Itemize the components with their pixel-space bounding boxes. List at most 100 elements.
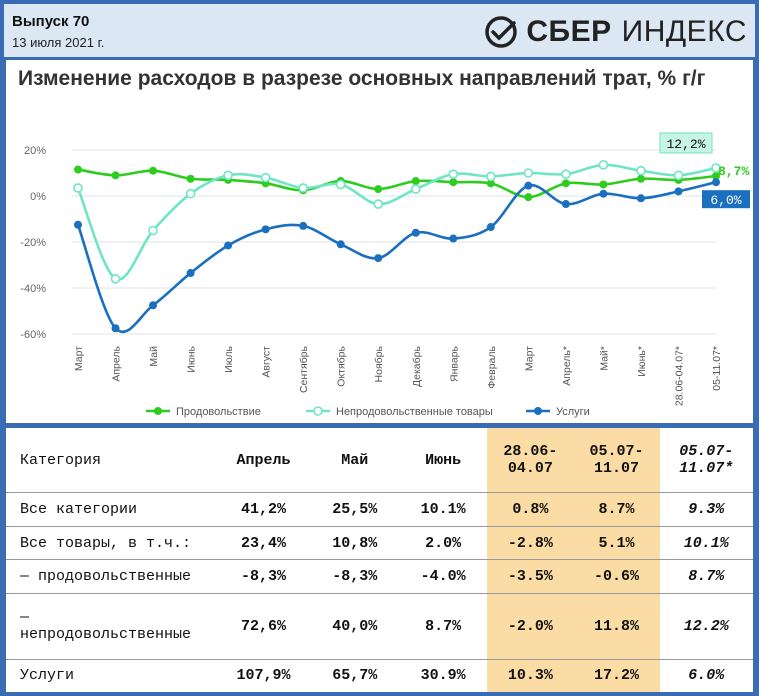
series-line	[77, 168, 717, 199]
report-header: Выпуск 70 13 июля 2021 г. СБЕР ИНДЕКС	[4, 4, 755, 57]
data-point	[712, 171, 720, 180]
data-point	[599, 189, 608, 198]
x-tick-label: Июнь	[186, 345, 198, 372]
column-header: 05.07- 11.07	[573, 428, 660, 493]
table-row: Все категории 41,2% 25,5% 10.1% 0.8% 8.7% 9.3%	[6, 492, 753, 527]
x-tick-label: Февраль	[486, 345, 498, 388]
data-point	[111, 324, 120, 333]
table-cell: -3.5%	[487, 559, 574, 594]
table-cell: 8.7%	[573, 492, 660, 527]
issue-number: Выпуск 70	[12, 13, 90, 30]
legend-label: Продовольствие	[176, 406, 261, 418]
legend-swatch-marker	[534, 407, 542, 415]
x-tick-label: Май	[148, 346, 160, 367]
column-header: 28.06- 04.07	[487, 428, 574, 493]
data-point	[74, 220, 82, 229]
legend-label: Услуги	[556, 406, 590, 418]
series-line	[76, 180, 717, 333]
data-point	[486, 171, 496, 182]
data-point	[336, 240, 345, 249]
services-end-label-box	[702, 190, 750, 209]
table-row: Все товары, в т.ч.: 23,4% 10,8% 2.0% -2.8% 5.…	[6, 525, 753, 560]
data-point	[148, 225, 158, 236]
data-point	[224, 241, 233, 250]
legend-swatch-marker	[313, 406, 323, 416]
data-point	[185, 188, 196, 199]
table-cell: 10,8%	[310, 525, 399, 560]
table-cell: -0.6%	[573, 559, 660, 594]
data-point	[561, 179, 570, 188]
table-cell: 2.0%	[398, 525, 488, 560]
data-point	[636, 165, 646, 176]
data-point	[299, 221, 308, 230]
table-cell: 30.9%	[398, 658, 488, 692]
table-cell: 10.3%	[487, 658, 574, 692]
data-point	[373, 199, 384, 209]
data-point	[636, 174, 645, 183]
row-category: Все категории	[6, 492, 217, 527]
data-point	[598, 160, 609, 170]
data-point	[712, 178, 720, 187]
line-chart: 20% 0% -20% -40% -60% Март Апрель Май Июнь Июль Ав…	[20, 132, 750, 418]
data-point	[223, 170, 233, 181]
data-point	[561, 200, 570, 209]
data-point	[449, 234, 458, 243]
food-end-label: 8,7%	[718, 164, 749, 179]
data-point	[486, 223, 495, 232]
data-point	[448, 169, 459, 179]
data-point	[411, 177, 420, 186]
table-cell: -4.0%	[398, 559, 488, 594]
logo-index-text: ИНДЕКС	[621, 15, 747, 48]
table-cell: 11.8%	[573, 593, 660, 660]
x-tick-label: Март	[523, 346, 535, 371]
table-cell: 5.1%	[573, 525, 660, 560]
y-tick-label: -40%	[20, 283, 46, 295]
data-point	[149, 301, 158, 310]
y-tick-label: -20%	[20, 237, 46, 249]
x-tick-label: Август	[261, 346, 273, 378]
table-cell: -2.8%	[487, 525, 574, 560]
x-tick-label: Январь	[448, 345, 460, 382]
data-point	[486, 179, 495, 188]
row-category: Услуги	[6, 658, 217, 692]
y-tick-label: -60%	[20, 329, 46, 341]
table-cell: 6.0%	[659, 658, 753, 692]
data-point	[523, 168, 534, 178]
data-point	[711, 163, 721, 173]
summary-table: Категория Апрель Май Июнь 28.06- 04.07 05.07- 1…	[6, 428, 753, 692]
legend-label: Непродовольственные товары	[336, 406, 493, 418]
services-end-label: 6,0%	[710, 193, 741, 208]
data-point	[260, 172, 271, 183]
table-cell: 12.2%	[659, 593, 753, 660]
x-tick-label: Июль	[223, 345, 235, 372]
x-tick-label: Май*	[598, 346, 610, 371]
table-cell: -2.0%	[487, 593, 574, 660]
table-cell: 65,7%	[310, 658, 399, 692]
row-category: Все товары, в т.ч.:	[6, 525, 217, 560]
data-point	[636, 194, 645, 203]
x-tick-label: Апрель*	[561, 346, 573, 386]
column-header: 05.07- 11.07*	[679, 443, 734, 477]
data-point	[674, 187, 683, 196]
table-row: — продовольственные -8,3% -8,3% -4.0% -3.5% -…	[6, 559, 753, 594]
table-row: Услуги 107,9% 65,7% 30.9% 10.3% 17.2% 6.0%	[6, 658, 753, 692]
sber-check-icon	[485, 16, 518, 48]
data-point	[110, 274, 121, 284]
data-point	[410, 184, 421, 194]
table-cell: 72,6%	[216, 593, 311, 660]
data-point	[111, 171, 120, 180]
data-point	[298, 183, 308, 193]
y-tick-label: 20%	[24, 145, 46, 157]
x-tick-label: Июнь*	[636, 346, 648, 377]
table-cell: -8,3%	[216, 559, 311, 594]
column-header: Апрель	[236, 451, 291, 469]
data-point	[261, 225, 270, 234]
data-point	[411, 228, 420, 237]
table-cell: 10.1%	[659, 525, 753, 560]
table-cell: 8.7%	[659, 559, 753, 594]
issue-date: 13 июля 2021 г.	[12, 35, 105, 50]
data-point	[374, 254, 383, 263]
data-point	[673, 170, 684, 181]
table-cell: 41,2%	[216, 492, 311, 527]
data-point	[74, 165, 82, 174]
